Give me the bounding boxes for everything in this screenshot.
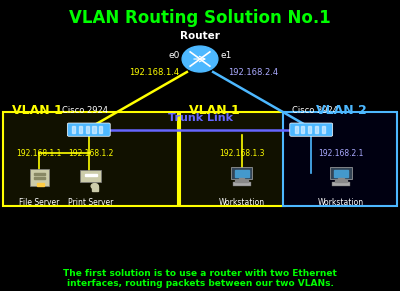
Bar [79,126,82,134]
Text: Cisco 2924: Cisco 2924 [292,106,338,115]
FancyBboxPatch shape [80,170,102,182]
Bar [335,180,347,182]
Text: VLAN 1: VLAN 1 [188,104,239,117]
Text: Print Server: Print Server [68,198,114,207]
Bar [99,126,102,134]
FancyBboxPatch shape [30,169,49,187]
Text: e1: e1 [220,51,232,60]
FancyBboxPatch shape [3,112,178,206]
Bar [338,178,344,180]
Text: The first solution is to use a router with two Ethernet
interfaces, routing pack: The first solution is to use a router wi… [63,269,337,288]
Bar [85,174,97,176]
Bar [294,126,298,134]
Text: Trunk Link: Trunk Link [168,113,232,123]
Text: 192.168.1.2: 192.168.1.2 [68,149,114,158]
Text: Router: Router [180,31,220,41]
FancyBboxPatch shape [284,112,397,206]
Bar [239,178,244,180]
Bar [235,180,248,182]
Text: Workstation: Workstation [318,198,364,207]
Bar [334,170,348,178]
Bar [301,126,304,134]
Bar [86,126,89,134]
Bar [92,186,98,191]
Circle shape [182,46,218,72]
Text: Workstation: Workstation [219,198,265,207]
FancyBboxPatch shape [290,123,333,136]
FancyBboxPatch shape [232,182,251,187]
FancyBboxPatch shape [330,167,352,179]
Bar [308,126,311,134]
Bar [72,126,75,134]
Bar [37,183,44,186]
Text: VLAN 2: VLAN 2 [316,104,366,117]
Text: File Server: File Server [19,198,59,207]
Bar [92,126,96,134]
Text: 192.168.1.4: 192.168.1.4 [129,68,179,77]
Bar [34,173,45,175]
Text: 192.168.1.3: 192.168.1.3 [219,149,264,158]
Bar [315,126,318,134]
Bar [234,170,249,178]
FancyBboxPatch shape [231,167,252,179]
Text: 192.168.1.1: 192.168.1.1 [16,149,62,158]
FancyBboxPatch shape [67,123,110,136]
Text: Cisco 2924: Cisco 2924 [62,106,108,115]
FancyBboxPatch shape [332,182,350,187]
Bar [322,126,325,134]
Text: 192.168.2.4: 192.168.2.4 [228,68,279,77]
Text: VLAN 1: VLAN 1 [12,104,62,117]
Text: VLAN Routing Solution No.1: VLAN Routing Solution No.1 [69,9,331,26]
Bar [34,177,45,179]
Text: e0: e0 [168,51,180,60]
Circle shape [91,184,98,189]
Text: 192.168.2.1: 192.168.2.1 [318,149,364,158]
FancyBboxPatch shape [180,112,286,206]
